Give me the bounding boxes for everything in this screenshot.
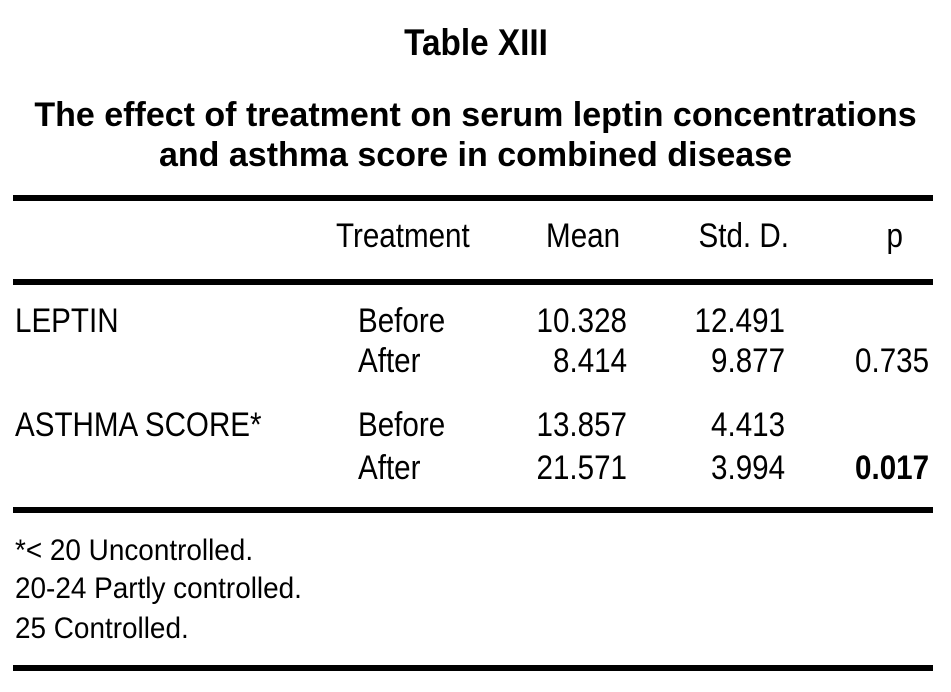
cell-leptin-after-treatment: After <box>358 342 421 380</box>
table-number-title: Table XIII <box>403 22 548 63</box>
cell-asthma-after-treatment: After <box>358 449 421 487</box>
cell-leptin-before-treatment: Before <box>358 302 446 340</box>
column-header-p: p <box>886 217 903 255</box>
cell-asthma-after-mean: 21.571 <box>536 449 627 487</box>
cell-leptin-after-mean: 8.414 <box>552 342 627 380</box>
column-header-treatment: Treatment <box>336 217 470 255</box>
cell-leptin-before-std: 12.491 <box>694 302 785 340</box>
rule-header-bottom <box>13 279 933 285</box>
cell-asthma-before-treatment: Before <box>358 406 446 444</box>
column-header-std: Std. D. <box>698 217 789 255</box>
footnote-uncontrolled: *< 20 Uncontrolled. <box>15 534 254 567</box>
column-header-mean: Mean <box>545 217 620 255</box>
cell-asthma-p-value-significant: 0.017 <box>854 449 929 487</box>
table-subtitle-line1: The effect of treatment on serum leptin … <box>34 96 917 134</box>
footnote-controlled: 25 Controlled. <box>15 612 189 645</box>
cell-asthma-before-std: 4.413 <box>710 406 785 444</box>
cell-asthma-before-mean: 13.857 <box>536 406 627 444</box>
cell-leptin-p-value: 0.735 <box>854 342 929 380</box>
footnote-partly-controlled: 20-24 Partly controlled. <box>15 572 302 605</box>
row-label-leptin: LEPTIN <box>15 302 119 340</box>
cell-asthma-after-std: 3.994 <box>710 449 785 487</box>
table-subtitle-line2: and asthma score in combined disease <box>158 136 793 174</box>
rule-header-top <box>13 195 933 201</box>
rule-page-bottom <box>13 665 933 671</box>
row-label-asthma-score: ASTHMA SCORE* <box>15 406 262 444</box>
cell-leptin-after-std: 9.877 <box>710 342 785 380</box>
rule-body-bottom <box>13 507 933 513</box>
cell-leptin-before-mean: 10.328 <box>536 302 627 340</box>
